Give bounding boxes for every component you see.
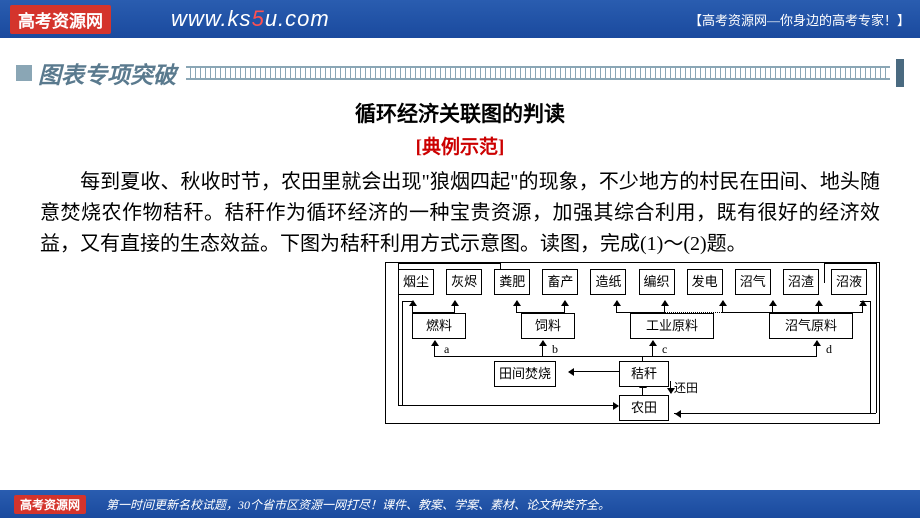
node-zaozhi: 造纸: [590, 269, 626, 295]
top-banner: 高考资源网 www.ks5u.com 【高考资源网—你身边的高考专家！】: [0, 0, 920, 38]
node-gongye: 工业原料: [630, 313, 714, 339]
decor-line: [186, 66, 890, 80]
node-fadian: 发电: [687, 269, 723, 295]
bottom-banner: 高考资源网 第一时间更新名校试题，30个省市区资源一网打尽！课件、教案、学案、素…: [0, 490, 920, 518]
node-zhaozha: 沼渣: [783, 269, 819, 295]
square-icon: [16, 65, 32, 81]
node-bianzhi: 编织: [639, 269, 675, 295]
diagram-top-row: 烟尘 灰烬 粪肥 畜产 造纸 编织 发电 沼气 沼渣 沼液: [394, 269, 871, 295]
diagram-container: 烟尘 灰烬 粪肥 畜产 造纸 编织 发电 沼气 沼渣 沼液: [385, 262, 880, 424]
site-logo: 高考资源网: [10, 5, 111, 34]
node-zhaoqi: 沼气: [735, 269, 771, 295]
content-area: 循环经济关联图的判读 [典例示范] 每到夏收、秋收时节，农田里就会出现"狼烟四起…: [0, 98, 920, 260]
diagram-bottom: 田间焚烧 秸秆 农田 还田: [394, 357, 871, 419]
section-header: 图表专项突破: [16, 56, 904, 90]
section-title-text: 图表专项突破: [38, 56, 176, 90]
diagram-mid-row: 燃料 饲料 工业原料 沼气原料: [394, 313, 871, 339]
label-d: d: [824, 340, 834, 359]
arrows-top: [394, 299, 871, 313]
label-huantian: 还田: [674, 379, 698, 398]
bottom-logo: 高考资源网: [14, 495, 86, 514]
page-subtitle: 循环经济关联图的判读: [40, 98, 880, 128]
node-nongtian: 农田: [619, 395, 669, 421]
body-paragraph: 每到夏收、秋收时节，农田里就会出现"狼烟四起"的现象，不少地方的村民在田间、地头…: [40, 167, 880, 260]
node-zhaoye: 沼液: [831, 269, 867, 295]
node-xuchan: 畜产: [542, 269, 578, 295]
node-ranliao: 燃料: [412, 313, 466, 339]
node-siliao: 饲料: [521, 313, 575, 339]
site-url: www.ks5u.com: [171, 6, 330, 32]
bottom-text: 第一时间更新名校试题，30个省市区资源一网打尽！课件、教案、学案、素材、论文种类…: [106, 496, 610, 513]
site-tagline: 【高考资源网—你身边的高考专家！】: [689, 10, 910, 29]
node-huijin: 灰烬: [446, 269, 482, 295]
node-zhaoqiyl: 沼气原料: [769, 313, 853, 339]
arrows-mid: a b c d: [394, 339, 871, 357]
decor-bar: [896, 59, 904, 87]
example-label: [典例示范]: [40, 132, 880, 159]
flow-diagram: 烟尘 灰烬 粪肥 畜产 造纸 编织 发电 沼气 沼渣 沼液: [385, 262, 880, 424]
node-jiegan: 秸秆: [619, 361, 669, 387]
node-tianjian: 田间焚烧: [494, 361, 556, 387]
node-fenfei: 粪肥: [494, 269, 530, 295]
node-yanchen: 烟尘: [398, 269, 434, 295]
